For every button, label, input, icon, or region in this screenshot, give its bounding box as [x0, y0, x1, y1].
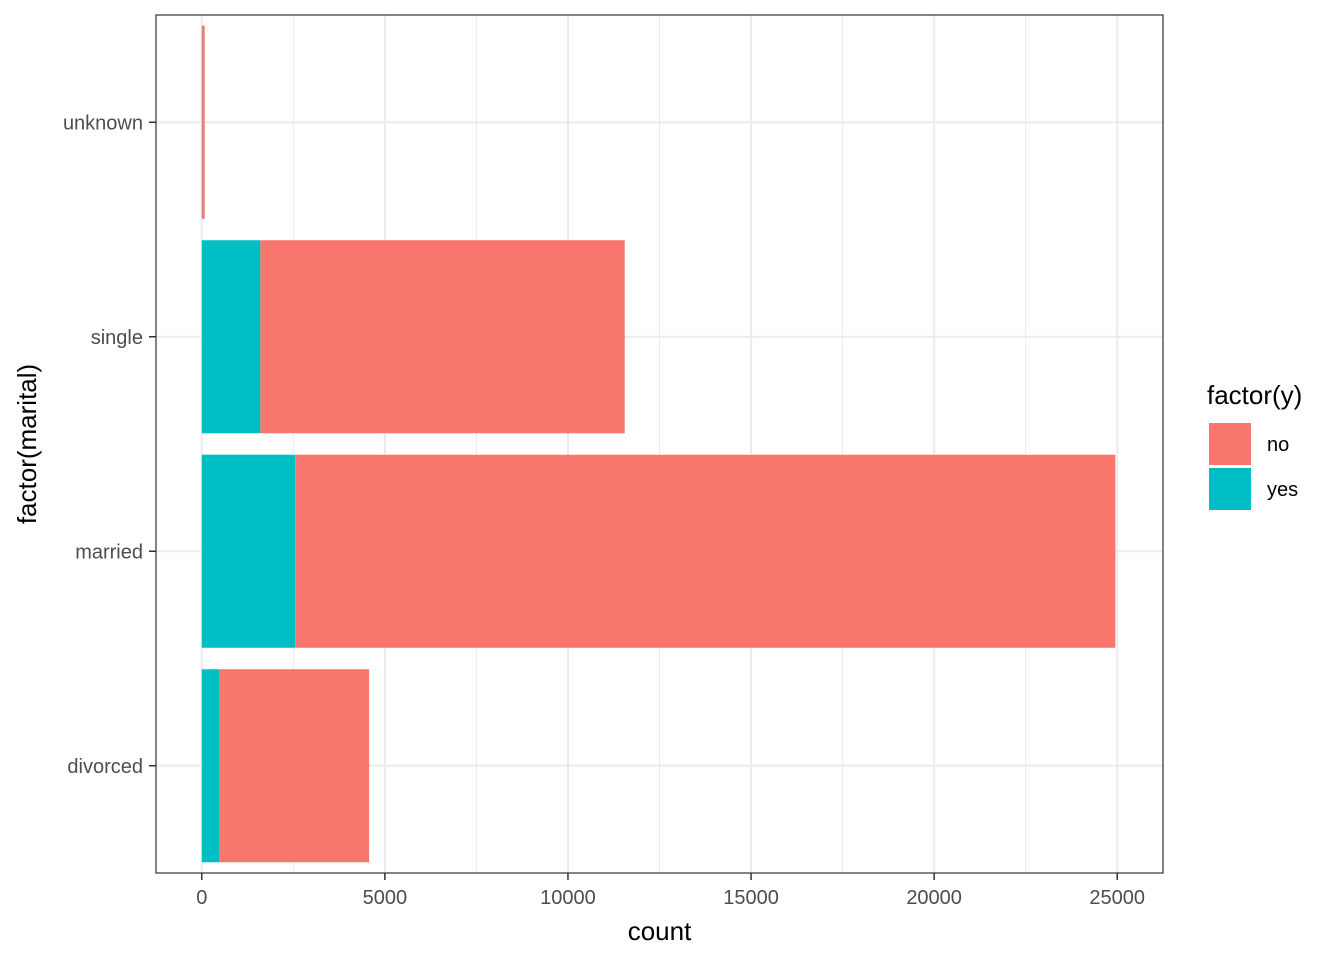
legend: factor(y) no yes [1207, 380, 1302, 510]
axes: 0 5000 10000 15000 20000 25000 divorced married… [63, 112, 1145, 909]
y-axis-title: factor(marital) [12, 364, 42, 524]
legend-label-no: no [1267, 434, 1289, 456]
x-tick-label: 10000 [540, 887, 596, 909]
panel-border [155, 14, 1164, 874]
y-tick-label-divorced: divorced [67, 756, 143, 778]
legend-swatch-no [1209, 423, 1251, 465]
x-tick-label: 15000 [723, 887, 779, 909]
bar-single-yes [201, 240, 261, 434]
legend-swatch-yes [1209, 468, 1251, 510]
x-axis-title: count [628, 916, 692, 946]
y-tick-label-single: single [91, 327, 143, 349]
x-tick-label: 5000 [363, 887, 408, 909]
y-tick-label-married: married [75, 541, 143, 563]
legend-entries: no yes [1209, 423, 1298, 510]
bar-unknown-no [202, 25, 205, 219]
bars [201, 25, 1116, 863]
grid-lines [156, 15, 1163, 873]
bar-divorced-no [218, 669, 370, 863]
bar-married-no [295, 454, 1116, 648]
x-tick-label: 25000 [1089, 887, 1145, 909]
bar-single-no [260, 240, 625, 434]
legend-title: factor(y) [1207, 380, 1302, 410]
bar-unknown-yes [201, 25, 203, 219]
legend-label-yes: yes [1267, 479, 1298, 501]
bar-married-yes [201, 454, 296, 648]
bar-divorced-yes [201, 669, 219, 863]
y-tick-label-unknown: unknown [63, 112, 143, 134]
x-tick-label: 20000 [906, 887, 962, 909]
x-tick-label: 0 [196, 887, 207, 909]
